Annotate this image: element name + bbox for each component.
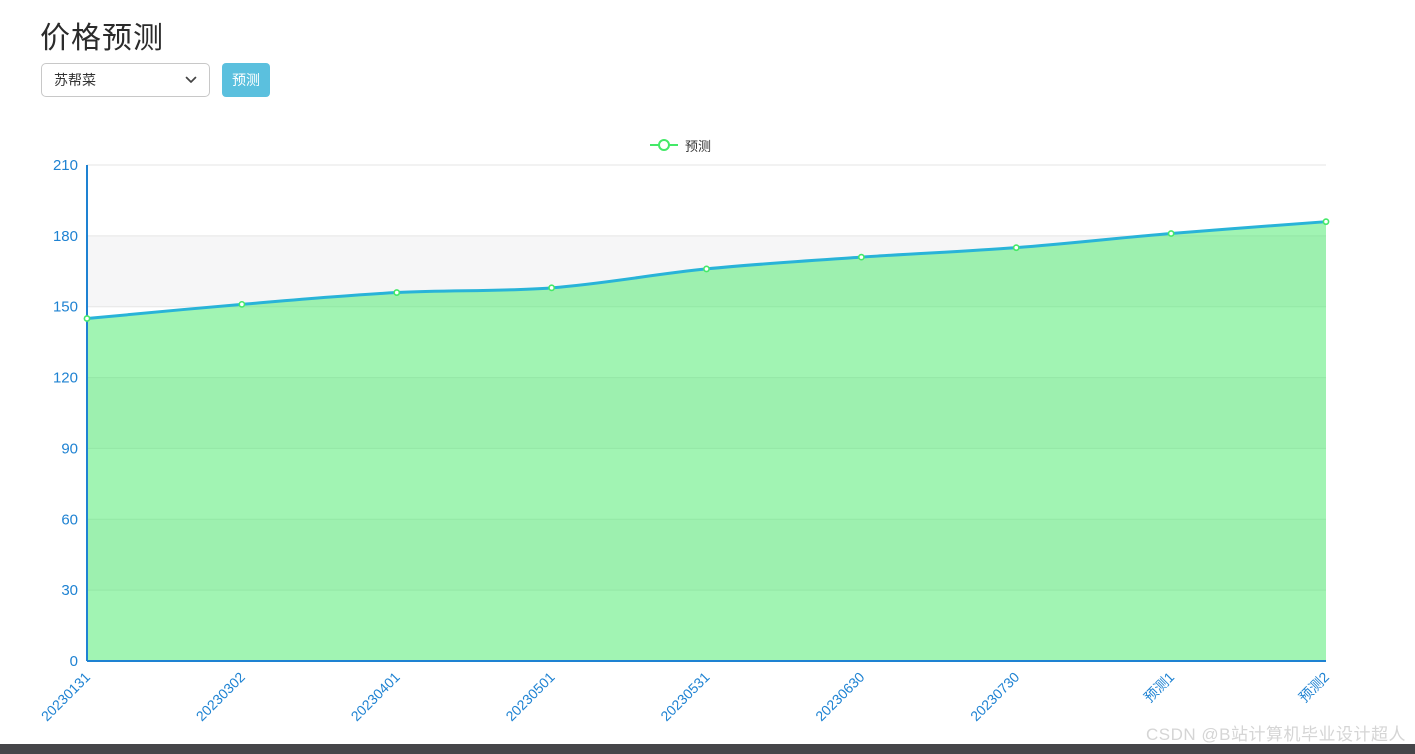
y-axis-tick-label: 150 <box>53 299 78 316</box>
y-axis-tick-label: 90 <box>61 440 78 457</box>
legend-item-forecast[interactable]: 预测 <box>650 135 711 155</box>
forecast-chart-canvas[interactable]: 0 30 60 90 120 150 180 210 20230131 20230302 20230… <box>0 130 1415 730</box>
forecast-area <box>87 221 1326 661</box>
x-axis-tick-label: 预测1 <box>1141 669 1178 706</box>
data-point-marker <box>83 315 91 322</box>
split-area-band <box>87 165 1326 236</box>
x-axis-tick-label: 20230531 <box>657 669 713 725</box>
data-point-marker <box>857 253 865 261</box>
x-axis-tick-label: 20230302 <box>193 669 249 725</box>
chevron-down-icon <box>185 76 197 84</box>
legend-label: 预测 <box>685 138 712 154</box>
x-axis-tick-label: 20230501 <box>502 669 558 725</box>
y-axis-tick-label: 210 <box>53 157 78 174</box>
y-axis-tick-label: 120 <box>53 370 78 387</box>
dish-select-value: 苏帮菜 <box>54 72 96 88</box>
data-point-marker <box>1167 230 1175 237</box>
y-axis-tick-label: 180 <box>53 228 78 245</box>
price-forecast-chart[interactable]: 0 30 60 90 120 150 180 210 20230131 20230302 20230… <box>0 130 1415 730</box>
data-point-marker <box>548 284 556 292</box>
x-axis-tick-label: 20230730 <box>967 669 1023 725</box>
y-axis-tick-label: 60 <box>61 511 78 528</box>
x-axis-tick-label: 预测2 <box>1295 669 1332 706</box>
x-axis-tick-label: 20230131 <box>38 669 94 725</box>
predict-button[interactable]: 预测 <box>222 63 270 97</box>
data-point-marker <box>1322 218 1330 226</box>
data-point-marker <box>1012 244 1020 252</box>
legend-line-circle-icon <box>650 138 678 152</box>
data-point-marker <box>238 300 246 308</box>
y-axis-tick-label: 0 <box>70 653 78 670</box>
data-point-marker <box>703 265 710 273</box>
page-title: 价格预测 <box>40 22 164 55</box>
controls-row: 苏帮菜 预测 <box>41 63 270 97</box>
bottom-edge-bar <box>0 744 1415 754</box>
watermark: CSDN @B站计算机毕业设计超人 <box>1146 725 1406 744</box>
dish-select[interactable]: 苏帮菜 <box>41 63 210 97</box>
x-axis-tick-label: 20230630 <box>812 669 868 725</box>
data-point-marker <box>393 289 401 296</box>
y-axis-tick-label: 30 <box>61 582 78 599</box>
x-axis-tick-label: 20230401 <box>348 669 404 725</box>
